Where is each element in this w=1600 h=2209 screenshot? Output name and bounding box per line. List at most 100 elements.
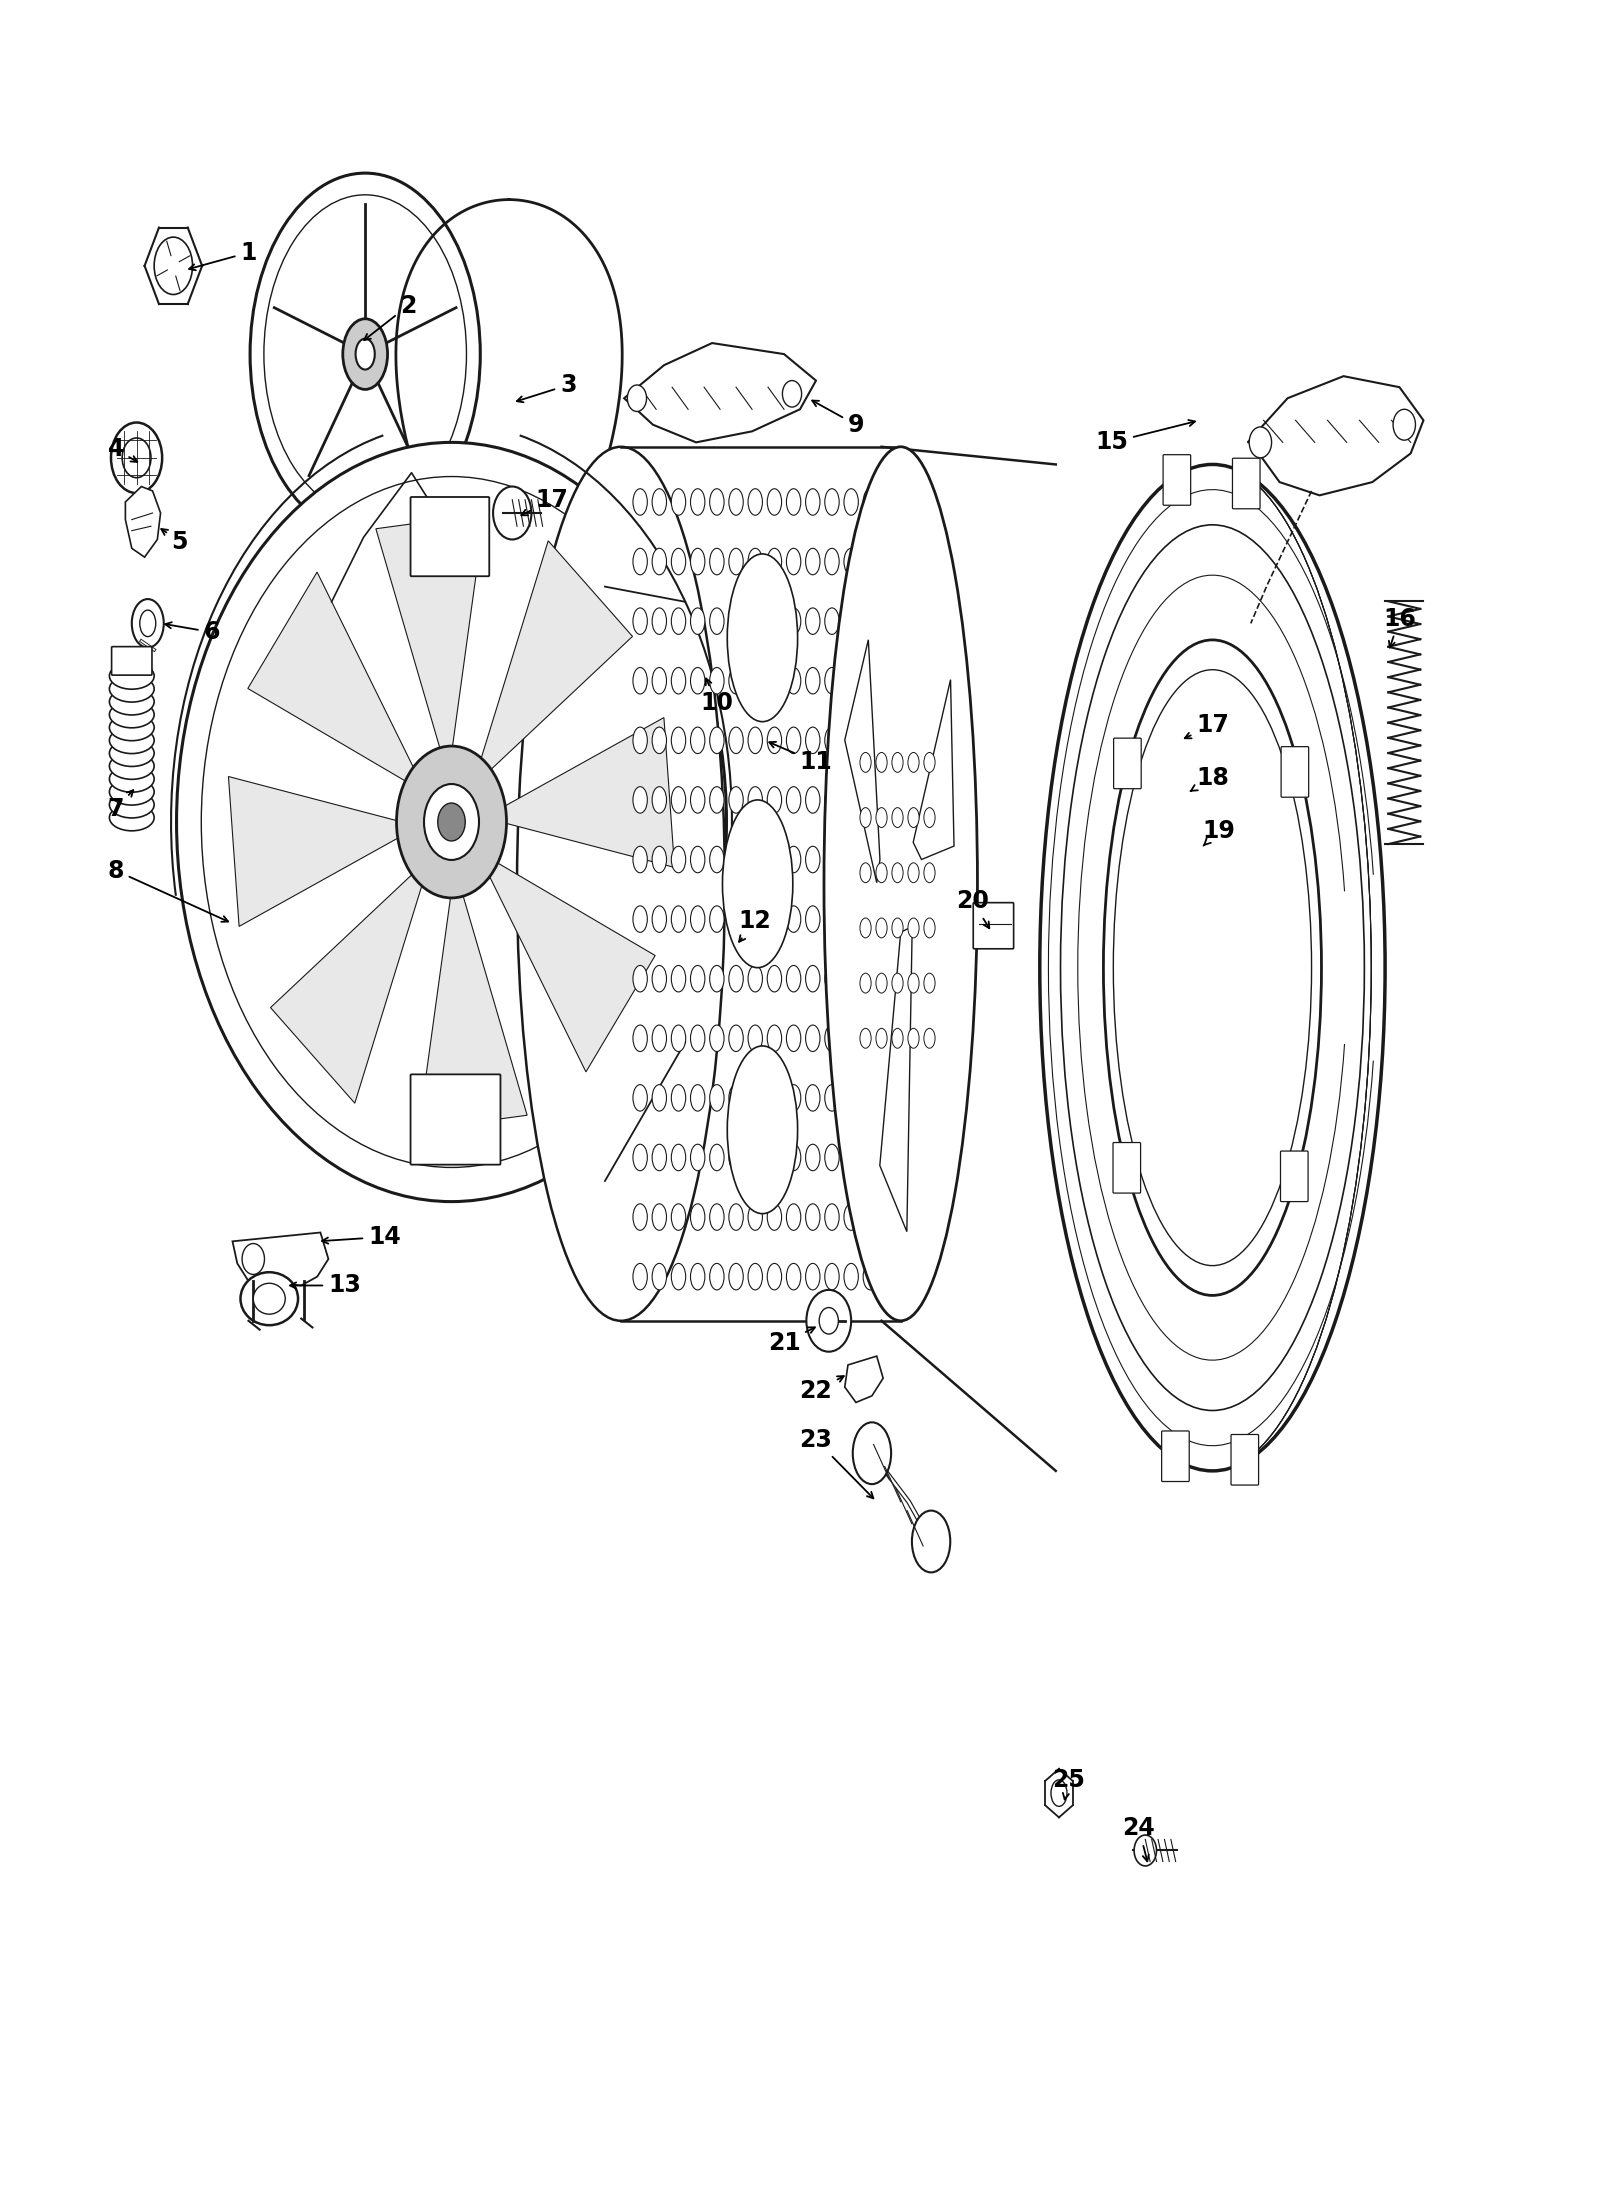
Ellipse shape [768,846,782,873]
Ellipse shape [672,1085,686,1111]
Ellipse shape [882,1144,896,1171]
Ellipse shape [634,786,648,813]
Ellipse shape [691,1204,706,1230]
Polygon shape [1248,376,1424,495]
Text: 2: 2 [365,294,416,340]
Ellipse shape [653,548,667,574]
FancyBboxPatch shape [1282,747,1309,797]
Ellipse shape [653,1085,667,1111]
Polygon shape [845,641,880,884]
Ellipse shape [1104,641,1322,1294]
Text: 15: 15 [1096,420,1195,455]
Ellipse shape [672,1025,686,1051]
Ellipse shape [253,1283,285,1314]
Ellipse shape [787,786,800,813]
Ellipse shape [853,1423,891,1484]
Ellipse shape [397,747,507,897]
Ellipse shape [691,667,706,694]
Ellipse shape [843,846,858,873]
Ellipse shape [749,727,763,753]
Ellipse shape [768,1085,782,1111]
Ellipse shape [1040,464,1386,1471]
Ellipse shape [634,488,648,515]
Ellipse shape [787,1204,800,1230]
Ellipse shape [653,607,667,634]
Ellipse shape [672,667,686,694]
Ellipse shape [672,1144,686,1171]
Ellipse shape [805,1144,819,1171]
Ellipse shape [634,846,648,873]
Ellipse shape [710,488,725,515]
Text: 8: 8 [107,859,229,921]
Polygon shape [270,870,424,1102]
Ellipse shape [875,974,886,994]
Ellipse shape [787,846,800,873]
Ellipse shape [875,808,886,828]
Ellipse shape [672,1204,686,1230]
Ellipse shape [824,607,838,634]
Ellipse shape [691,727,706,753]
Ellipse shape [109,714,154,740]
Ellipse shape [653,488,667,515]
Polygon shape [478,541,632,773]
Ellipse shape [787,1085,800,1111]
Ellipse shape [843,1204,858,1230]
Ellipse shape [723,800,794,968]
Ellipse shape [843,727,858,753]
Ellipse shape [691,846,706,873]
Text: 4: 4 [107,437,138,462]
Ellipse shape [882,906,896,932]
Ellipse shape [710,667,725,694]
Ellipse shape [882,607,896,634]
Ellipse shape [730,1025,744,1051]
Ellipse shape [109,804,154,831]
Ellipse shape [691,607,706,634]
Ellipse shape [923,808,934,828]
Ellipse shape [843,1144,858,1171]
Ellipse shape [923,1029,934,1049]
Ellipse shape [749,906,763,932]
Ellipse shape [768,667,782,694]
Ellipse shape [691,965,706,992]
Ellipse shape [672,548,686,574]
Ellipse shape [862,1204,877,1230]
Ellipse shape [805,1264,819,1290]
FancyBboxPatch shape [1114,1142,1141,1193]
Ellipse shape [730,488,744,515]
Ellipse shape [730,1204,744,1230]
Ellipse shape [1061,526,1365,1412]
Ellipse shape [710,548,725,574]
Text: 16: 16 [1382,607,1416,647]
Ellipse shape [891,753,902,773]
Ellipse shape [691,906,706,932]
Ellipse shape [862,965,877,992]
Ellipse shape [882,786,896,813]
Ellipse shape [131,599,163,647]
Ellipse shape [264,194,467,512]
Ellipse shape [882,488,896,515]
Ellipse shape [730,786,744,813]
Ellipse shape [653,1144,667,1171]
Ellipse shape [109,767,154,793]
Ellipse shape [730,1144,744,1171]
Text: 17: 17 [522,488,568,515]
Ellipse shape [749,786,763,813]
Text: 9: 9 [813,400,864,437]
Ellipse shape [875,753,886,773]
Ellipse shape [672,488,686,515]
FancyBboxPatch shape [1232,457,1261,508]
Ellipse shape [749,488,763,515]
Polygon shape [624,342,816,442]
Text: 25: 25 [1053,1767,1085,1800]
Ellipse shape [824,667,838,694]
Ellipse shape [749,846,763,873]
Ellipse shape [1250,426,1272,457]
Ellipse shape [912,1511,950,1573]
Ellipse shape [730,1085,744,1111]
Ellipse shape [787,1144,800,1171]
Ellipse shape [424,784,478,859]
Ellipse shape [882,548,896,574]
FancyBboxPatch shape [112,647,152,676]
Ellipse shape [824,1085,838,1111]
Ellipse shape [824,906,838,932]
